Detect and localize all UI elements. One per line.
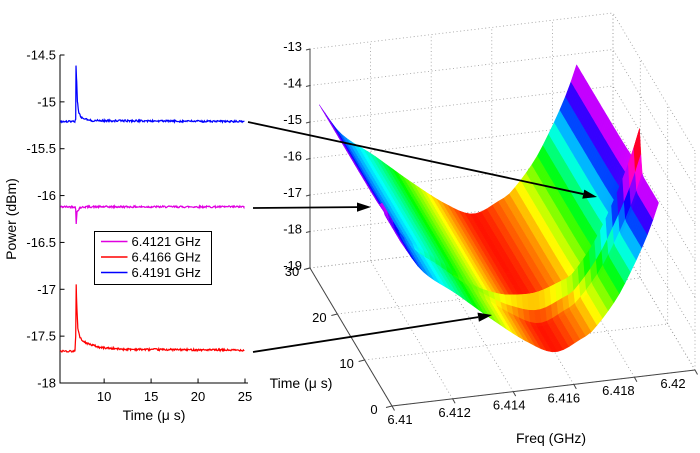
power-tick-label: -17 [283,185,302,200]
x-tick-label: 25 [238,389,252,404]
y-tick-label: -16 [37,188,56,203]
y-axis-label: Power (dBm) [3,178,19,260]
power-surface [318,64,659,353]
power-tick [305,231,311,233]
grid-line [309,85,614,123]
grid-line [309,49,614,86]
freq-tick [391,405,395,411]
time-tick-label: 10 [339,356,353,371]
legend-entry-label: 6.4191 GHz [132,265,201,280]
time-tick-label: 0 [370,402,377,417]
legend-box [94,231,212,285]
freq-axis-line [391,369,696,407]
grid-line [612,49,696,188]
grid-line [612,85,696,225]
freq-tick-label: 6.416 [548,390,581,405]
time-axis-label: Time (μ s) [270,375,333,391]
legend-entry-label: 6.4166 GHz [132,250,201,265]
y-tick-label: -17.5 [26,329,56,344]
arrow-6.4191GHz-to-surface-head [582,189,597,199]
freq-axis-label: Freq (GHz) [516,430,586,446]
trace-6.4121-GHz [59,204,245,225]
grid-line [309,231,614,269]
power-tick-label: -16 [283,149,302,164]
freq-tick-label: 6.412 [438,405,471,420]
grid-line [309,195,614,232]
grid-line [370,260,453,400]
x-tick-label: 20 [191,389,205,404]
legend-entry-label: 6.4121 GHz [132,234,201,249]
power-tick-label: -15 [283,112,302,127]
time-tick [385,405,393,408]
surface-cell [651,199,659,221]
power-tick [305,158,311,160]
freq-tick [633,376,638,382]
power-tick-label: -18 [283,222,302,237]
y-tick-label: -16.5 [26,235,56,250]
power-tick [305,121,311,124]
arrow-6.4121GHz-to-surface-head [357,202,371,212]
freq-tick-label: 6.41 [387,412,412,427]
y-tick-label: -18 [37,376,56,391]
x-tick-label: 10 [97,389,111,404]
grid-line [309,12,614,50]
grid-line [612,122,696,261]
freq-tick-label: 6.418 [602,383,635,398]
y-tick-label: -15.5 [26,141,56,156]
power-tick-label: -14 [283,76,302,91]
x-tick-label: 15 [144,389,158,404]
grid-line [337,277,641,315]
power-tick-label: -13 [283,39,302,54]
freq-tick-label: 6.414 [493,398,526,413]
freq-tick [573,384,577,390]
grid-line [612,12,696,152]
power-tick-label: -19 [283,258,302,273]
y-tick-label: -15 [37,94,56,109]
power-tick [305,194,311,197]
time-tick [331,313,338,316]
arrow-6.4191GHz-to-surface [247,121,584,195]
grid-line [364,323,668,361]
freq-tick [452,398,456,404]
time-tick-label: 30 [285,264,299,279]
left-line-chart: 10 15 20 25 -14.5 -15 -15.5 -16 -16.5 -17 -17.5 -18… [3,48,252,424]
arrow-6.4166GHz-to-surface [252,316,479,353]
y-tick-label: -14.5 [26,48,56,63]
grid-line [309,158,614,196]
y-tick-label: -17 [37,282,56,297]
power-tick [305,85,311,87]
freq-tick [694,369,698,375]
x-axis-label: Time (μ s) [123,407,186,423]
left-chart-axes [59,55,248,384]
time-tick [358,359,365,362]
time-tick-label: 20 [312,310,326,325]
annotation-arrows [247,121,597,353]
trace-6.4166-GHz [59,284,245,354]
surface-3d-chart: 6.41 6.412 6.414 6.416 6.418 6.42 0 10 20 30 -13 -1… [270,12,698,446]
power-tick [305,267,311,270]
arrow-6.4166GHz-to-surface-head [477,312,492,322]
trace-6.4191-GHz [59,65,245,124]
power-tick [305,48,311,51]
freq-tick-label: 6.42 [660,376,685,391]
freq-tick [512,391,517,397]
arrow-6.4121GHz-to-surface [252,206,358,209]
